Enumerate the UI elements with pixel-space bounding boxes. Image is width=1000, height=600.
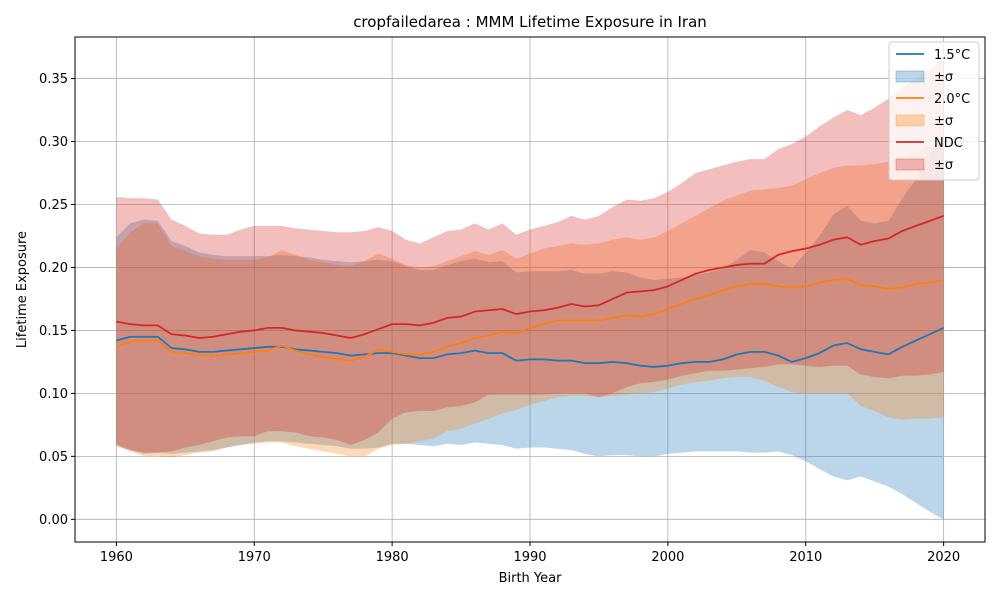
- line-2-0-c: [116, 277, 944, 362]
- x-tick-label: 2000: [651, 550, 684, 565]
- legend-label-band-1-5-c: ±σ: [934, 70, 953, 85]
- band-2-0-c: [116, 141, 944, 458]
- ticks: 1960 1970 1980 1990 2000 2010 2020 0.00 0.05 0.10…: [39, 72, 960, 565]
- line-1-5-c: [116, 327, 945, 368]
- legend-swatch-band-2-0-c: [895, 114, 925, 127]
- x-tick-label: 1990: [513, 550, 546, 565]
- legend-label-band-ndc: ±σ: [934, 158, 953, 173]
- x-axis-label: Birth Year: [499, 571, 563, 586]
- y-tick-label: 0.35: [39, 72, 68, 87]
- grid: [75, 37, 985, 542]
- legend: 1.5°C ±σ 2.0°C ±σ NDC ±σ: [888, 41, 980, 181]
- legend-label-1-5-c: 1.5°C: [934, 48, 970, 63]
- legend-box: [888, 41, 980, 181]
- legend-label-2-0-c: 2.0°C: [934, 92, 970, 107]
- y-tick-label: 0.15: [39, 324, 68, 339]
- legend-swatch-band-1-5-c: [895, 70, 925, 83]
- x-tick-label: 1960: [100, 550, 133, 565]
- mean-lines: [116, 214, 945, 368]
- y-tick-label: 0.05: [39, 450, 68, 465]
- x-tick-label: 1970: [238, 550, 271, 565]
- y-axis-label: Lifetime Exposure: [15, 231, 30, 348]
- y-tick-label: 0.00: [39, 513, 68, 528]
- line-ndc: [116, 214, 944, 339]
- x-tick-label: 2020: [927, 550, 960, 565]
- legend-label-ndc: NDC: [934, 136, 963, 151]
- y-tick-label: 0.10: [39, 387, 68, 402]
- y-tick-label: 0.30: [39, 135, 68, 150]
- chart-title: cropfailedarea : MMM Lifetime Exposure i…: [353, 13, 707, 31]
- legend-label-band-2-0-c: ±σ: [934, 114, 953, 129]
- legend-swatch-band-ndc: [895, 158, 925, 171]
- y-tick-label: 0.25: [39, 198, 68, 213]
- x-tick-label: 1980: [376, 550, 409, 565]
- y-tick-label: 0.20: [39, 261, 68, 276]
- x-tick-label: 2010: [789, 550, 822, 565]
